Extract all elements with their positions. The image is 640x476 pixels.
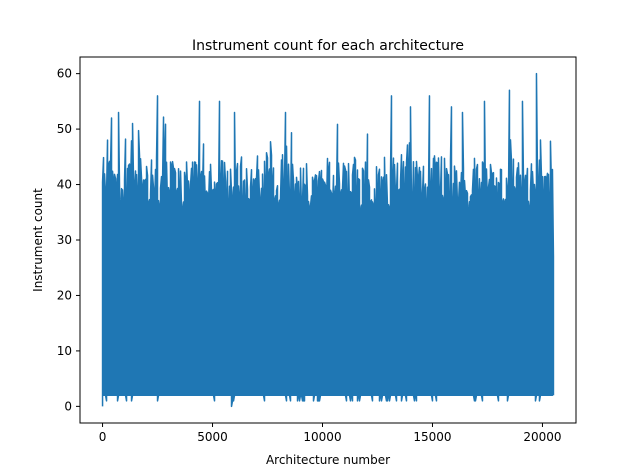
x-tick-label: 15000 xyxy=(413,430,451,444)
plot-area xyxy=(79,56,577,424)
y-tick-label: 50 xyxy=(57,122,72,136)
y-tick-label: 20 xyxy=(57,288,72,302)
y-tick-label: 10 xyxy=(57,344,72,358)
chart-title: Instrument count for each architecture xyxy=(192,38,464,54)
series-group xyxy=(101,72,555,408)
x-tick-label: 0 xyxy=(99,430,107,444)
y-tick-label: 60 xyxy=(57,67,72,81)
x-tick-label: 20000 xyxy=(523,430,561,444)
y-tick-label: 0 xyxy=(64,399,72,413)
x-tick-label: 5000 xyxy=(197,430,228,444)
x-tick-label: 10000 xyxy=(303,430,341,444)
y-tick-label: 40 xyxy=(57,178,72,192)
y-axis-ticks: 0 10 20 30 40 50 60 xyxy=(57,67,80,413)
y-axis-label: Instrument count xyxy=(31,188,45,292)
x-axis-label: Architecture number xyxy=(266,453,390,467)
x-axis-ticks: 0 5000 10000 15000 20000 xyxy=(99,423,562,444)
series-line xyxy=(101,72,555,408)
y-tick-label: 30 xyxy=(57,233,72,247)
